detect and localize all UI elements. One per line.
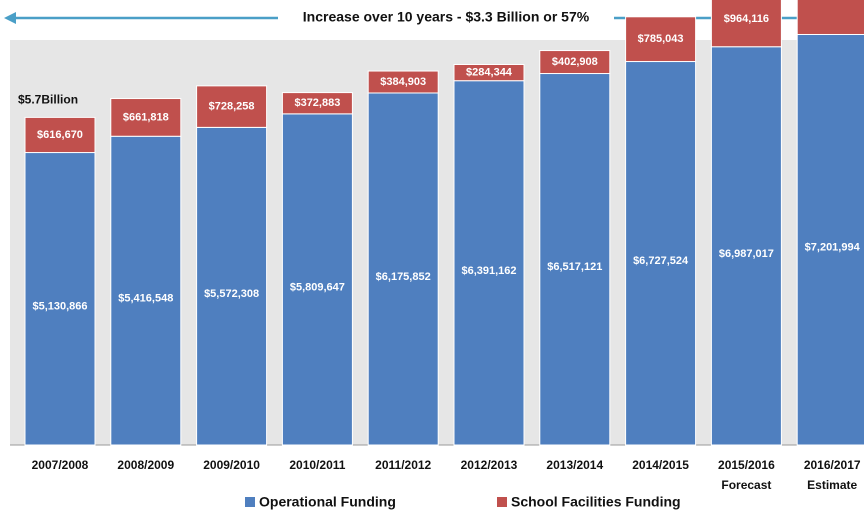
bar-segment — [453, 63, 525, 82]
bar-segment — [453, 80, 525, 446]
bar-segment — [710, 46, 782, 446]
bar-segment — [367, 92, 439, 446]
value-label: $5,809,647 — [290, 281, 345, 293]
value-label: $6,727,524 — [633, 255, 689, 267]
value-label: $5,416,548 — [118, 293, 173, 305]
x-tick-label: 2009/2010 — [203, 458, 260, 472]
chart-title: Increase over 10 years - $3.3 Billion or… — [303, 9, 590, 25]
legend-label: Operational Funding — [259, 494, 396, 510]
value-label: $5,130,866 — [32, 301, 87, 313]
value-label: $372,883 — [294, 97, 340, 109]
value-label: $661,818 — [123, 111, 169, 123]
bar-segment — [796, 33, 864, 446]
value-label: $964,116 — [724, 13, 769, 25]
legend-swatch — [245, 497, 255, 507]
bar-segment — [625, 61, 697, 446]
value-label: $6,175,852 — [376, 271, 431, 283]
value-label: $402,908 — [552, 56, 598, 68]
value-label: $728,258 — [209, 101, 255, 113]
value-label: $5,572,308 — [204, 288, 259, 300]
bar-segment — [196, 126, 268, 446]
bar-segment — [539, 73, 611, 446]
legend-swatch — [497, 497, 507, 507]
bar-segment — [110, 135, 182, 446]
value-label: $616,670 — [37, 129, 83, 141]
bar-segment — [625, 16, 697, 63]
bar-segment — [281, 92, 353, 115]
bar-segment — [196, 85, 268, 128]
bar-segment — [710, 0, 782, 48]
value-label: $7,201,994 — [805, 242, 861, 254]
x-tick-label: 2015/2016 — [718, 458, 775, 472]
x-tick-label: 2014/2015 — [632, 458, 689, 472]
value-label: $785,043 — [638, 33, 684, 45]
x-tick-note: Forecast — [721, 478, 771, 492]
x-tick-label: 2013/2014 — [546, 458, 603, 472]
bar-segment — [539, 50, 611, 75]
total-label: $5.7Billion — [18, 93, 78, 107]
x-tick-label: 2008/2009 — [117, 458, 174, 472]
bar-segment — [24, 116, 96, 154]
x-tick-note: Estimate — [807, 478, 857, 492]
value-label: $6,987,017 — [719, 248, 774, 260]
x-tick-label: 2007/2008 — [32, 458, 89, 472]
x-tick-label: 2011/2012 — [375, 458, 431, 472]
x-tick-label: 2010/2011 — [289, 458, 345, 472]
value-label: $6,391,162 — [461, 265, 516, 277]
x-tick-label: 2012/2013 — [461, 458, 518, 472]
bar-segment — [367, 70, 439, 94]
bar-segment — [281, 113, 353, 446]
x-tick-label: 2016/2017 — [804, 458, 861, 472]
bar-segment — [796, 0, 864, 35]
bar-segment — [110, 98, 182, 137]
bar-segment — [24, 152, 96, 446]
value-label: $284,344 — [466, 67, 513, 79]
legend-label: School Facilities Funding — [511, 494, 681, 510]
value-label: $384,903 — [380, 76, 426, 88]
value-label: $6,517,121 — [547, 261, 602, 273]
